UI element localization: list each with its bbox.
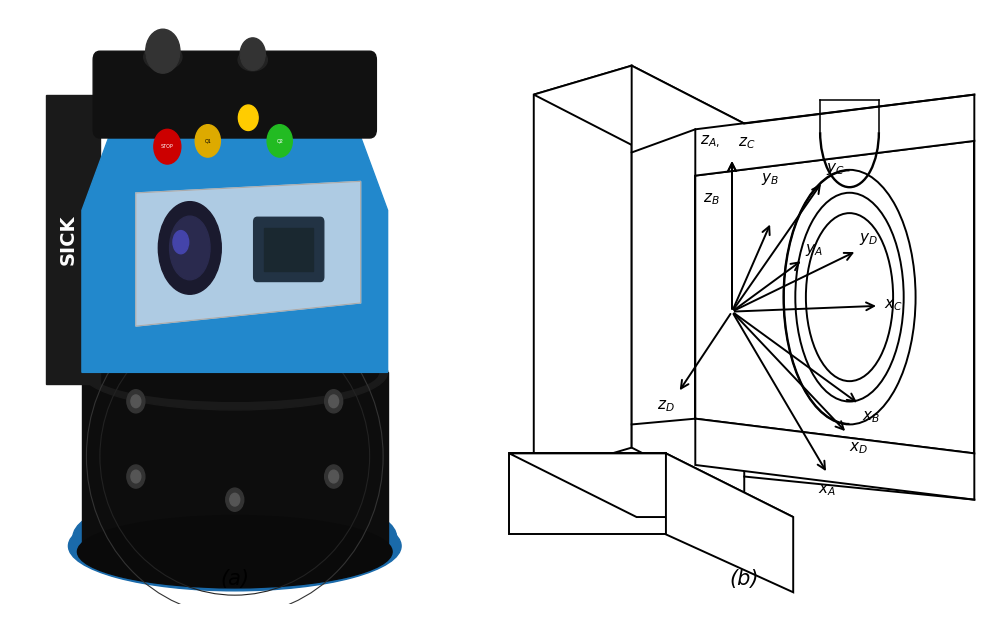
Circle shape	[239, 105, 258, 130]
Ellipse shape	[159, 202, 222, 294]
Circle shape	[329, 395, 339, 408]
Polygon shape	[82, 101, 388, 372]
Ellipse shape	[241, 48, 265, 66]
Polygon shape	[136, 181, 361, 326]
Text: $x_A$: $x_A$	[818, 482, 836, 498]
Polygon shape	[695, 94, 974, 175]
Circle shape	[127, 465, 145, 488]
Polygon shape	[82, 372, 388, 552]
Circle shape	[195, 125, 221, 157]
Text: $z_{A,}$: $z_{A,}$	[700, 133, 719, 150]
Ellipse shape	[173, 231, 189, 253]
Text: $z_B$: $z_B$	[703, 191, 719, 206]
Ellipse shape	[122, 60, 348, 141]
Circle shape	[325, 390, 343, 413]
Circle shape	[226, 488, 244, 511]
Text: $z_C$: $z_C$	[738, 135, 755, 151]
Circle shape	[154, 130, 181, 164]
Text: (a): (a)	[220, 569, 250, 589]
FancyBboxPatch shape	[264, 228, 314, 271]
FancyBboxPatch shape	[254, 217, 324, 282]
Text: Q2: Q2	[277, 138, 283, 143]
Text: $y_D$: $y_D$	[859, 231, 878, 247]
Text: $y_C$: $y_C$	[826, 162, 845, 177]
Ellipse shape	[78, 516, 393, 588]
Polygon shape	[533, 65, 631, 477]
Circle shape	[127, 390, 145, 413]
Polygon shape	[666, 454, 793, 593]
Circle shape	[131, 470, 141, 483]
Circle shape	[230, 493, 240, 506]
Text: $y_A$: $y_A$	[805, 242, 823, 259]
Circle shape	[146, 29, 180, 73]
Text: $x_C$: $x_C$	[884, 297, 902, 313]
Polygon shape	[631, 65, 744, 506]
Circle shape	[329, 470, 339, 483]
Polygon shape	[46, 94, 100, 384]
Polygon shape	[533, 65, 744, 152]
Ellipse shape	[144, 44, 182, 70]
Polygon shape	[509, 454, 793, 517]
Text: $x_B$: $x_B$	[862, 409, 880, 425]
FancyBboxPatch shape	[93, 51, 377, 138]
Text: $x_D$: $x_D$	[849, 440, 868, 456]
Ellipse shape	[91, 343, 379, 401]
Polygon shape	[509, 454, 666, 535]
Circle shape	[325, 465, 343, 488]
Ellipse shape	[146, 43, 180, 65]
Circle shape	[240, 38, 266, 70]
Text: $z_D$: $z_D$	[656, 398, 674, 414]
Text: $y_B$: $y_B$	[761, 171, 779, 187]
Circle shape	[131, 395, 141, 408]
Polygon shape	[695, 141, 974, 454]
Text: SICK: SICK	[59, 214, 78, 265]
Ellipse shape	[238, 49, 268, 71]
Ellipse shape	[82, 335, 388, 410]
Ellipse shape	[82, 504, 388, 582]
Polygon shape	[695, 419, 974, 499]
Ellipse shape	[170, 216, 210, 280]
Ellipse shape	[73, 489, 397, 585]
Ellipse shape	[68, 501, 402, 591]
Text: STOP: STOP	[161, 144, 174, 149]
Text: Q1: Q1	[205, 138, 211, 143]
Circle shape	[267, 125, 293, 157]
Text: (b): (b)	[729, 569, 759, 589]
